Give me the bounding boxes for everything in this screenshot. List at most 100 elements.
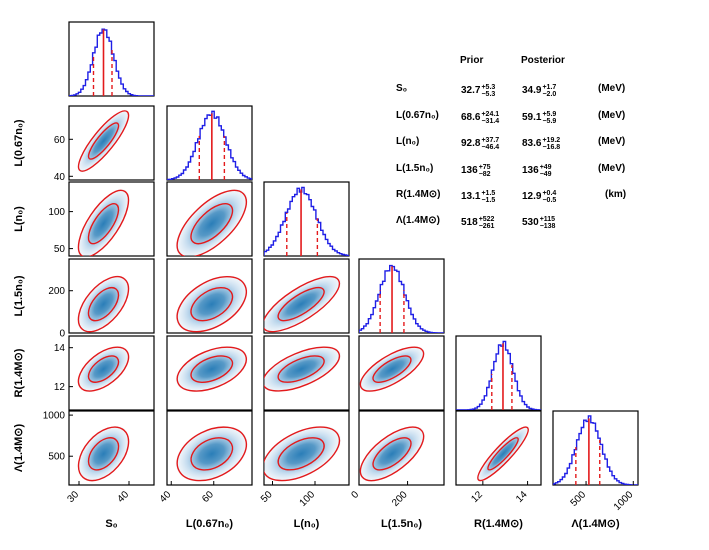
table-prior-value-0: 32.7 +5.3 −5.3	[461, 84, 496, 98]
table-row-label-5: Λ(1.4M⊙)	[396, 215, 440, 226]
contour-95-2-1	[176, 189, 247, 256]
density-5-1	[175, 426, 248, 482]
hist-panel-1	[166, 105, 253, 181]
table-post-value-2: 83.6 +19.2 −16.8	[522, 137, 561, 151]
y-axis-label-1: L(0.67n₀)	[13, 119, 25, 166]
density-5-4	[476, 426, 530, 482]
x-axis-label-4: R(1.4M⊙)	[474, 518, 523, 530]
table-prior-value-4: 13.1 +1.5 −1.5	[461, 190, 496, 204]
contour-95-4-2	[264, 346, 341, 392]
y-tick-3-1: 200	[48, 286, 65, 297]
table-row-label-4: R(1.4M⊙)	[396, 189, 441, 200]
y-tick-4-1: 14	[54, 343, 66, 354]
x-tick-0-0: 30	[65, 489, 81, 505]
y-tick-1-0: 40	[54, 172, 66, 183]
contour-95-5-1	[176, 426, 248, 482]
contour-68-4-3	[372, 355, 412, 383]
hist-curve-5	[553, 415, 638, 485]
density-3-2	[264, 275, 341, 333]
prior-header: Prior	[460, 55, 484, 66]
y-axis-label-2: L(n₀)	[13, 206, 25, 232]
table-post-value-5: 530 +115 −138	[522, 216, 556, 230]
hist-curve-1	[167, 110, 252, 180]
hist-curve-0	[69, 28, 154, 96]
contour-95-1-0	[77, 110, 130, 172]
contour-68-5-3	[372, 437, 412, 471]
table-unit-0: (MeV)	[598, 83, 626, 94]
table-unit-1: (MeV)	[598, 110, 626, 121]
contour-68-3-1	[190, 286, 234, 322]
contour-68-4-1	[190, 355, 234, 383]
contour-95-3-1	[176, 275, 247, 333]
contour-68-1-0	[87, 122, 120, 160]
table-row-label-1: L(0.67n₀)	[396, 110, 439, 121]
contour-68-5-1	[190, 437, 234, 471]
x-tick-2-1: 100	[298, 489, 318, 509]
table-post-value-3: 136 +49 −49	[522, 164, 552, 178]
table-unit-3: (MeV)	[598, 163, 626, 174]
hist-curve-3	[359, 264, 444, 333]
contour-68-3-0	[87, 286, 120, 322]
contour-95-4-1	[176, 346, 247, 392]
density-2-0	[77, 189, 130, 256]
x-tick-4-1: 14	[514, 489, 530, 505]
contour-68-2-0	[87, 202, 120, 245]
y-axis-label-4: R(1.4M⊙)	[13, 348, 25, 397]
contour-68-5-2	[277, 437, 325, 471]
y-tick-1-1: 60	[54, 135, 66, 146]
table-row-label-2: L(n₀)	[396, 136, 420, 147]
x-tick-0-1: 40	[115, 489, 131, 505]
x-tick-3-0: 0	[349, 489, 361, 501]
contour-95-4-0	[77, 346, 130, 392]
contour-68-5-4	[487, 437, 519, 471]
x-axis-label-2: L(n₀)	[294, 518, 320, 530]
y-tick-2-1: 100	[48, 207, 65, 218]
density-4-3	[359, 346, 425, 392]
table-post-value-4: 12.9 +0.4 −0.5	[522, 190, 557, 204]
density-5-3	[359, 426, 425, 482]
table-post-value-1: 59.1 +5.9 −5.9	[522, 111, 557, 125]
x-axis-label-0: S₀	[105, 518, 117, 530]
density-1-0	[77, 109, 130, 173]
contour-95-5-0	[77, 426, 130, 482]
table-prior-value-2: 92.8 +37.7 −46.4	[461, 137, 500, 151]
posterior-header: Posterior	[521, 55, 565, 66]
table-unit-2: (MeV)	[598, 136, 626, 147]
contour-68-5-0	[87, 437, 120, 471]
y-tick-2-0: 50	[54, 244, 66, 255]
y-tick-3-0: 0	[59, 329, 65, 340]
y-axis-label-3: L(1.5n₀)	[13, 275, 25, 316]
contour-95-4-3	[359, 346, 425, 392]
y-axis-label-5: Λ(1.4M⊙)	[13, 424, 25, 473]
contour-68-4-0	[87, 355, 120, 383]
y-tick-5-0: 500	[48, 452, 65, 463]
x-tick-1-1: 60	[200, 489, 216, 505]
contour-95-3-0	[77, 275, 130, 333]
table-unit-4: (km)	[605, 189, 627, 200]
x-axis-label-5: Λ(1.4M⊙)	[571, 518, 620, 530]
y-tick-4-0: 12	[54, 382, 66, 393]
x-tick-1-0: 40	[158, 489, 174, 505]
contour-95-2-0	[77, 189, 130, 256]
x-tick-4-0: 12	[469, 489, 485, 505]
x-axis-label-1: L(0.67n₀)	[186, 518, 233, 530]
density-2-1	[175, 189, 248, 256]
table-prior-value-1: 68.6 +24.1 −31.4	[461, 111, 500, 125]
x-tick-2-0: 50	[259, 489, 275, 505]
x-tick-5-1: 1000	[612, 489, 636, 513]
y-tick-5-1: 1000	[43, 411, 66, 422]
x-tick-5-0: 500	[569, 489, 589, 509]
contour-95-5-3	[359, 426, 425, 482]
table-post-value-0: 34.9 +1.7 −2.0	[522, 84, 557, 98]
table-prior-value-5: 518 +522 −261	[461, 216, 495, 230]
x-axis-label-3: L(1.5n₀)	[381, 518, 422, 530]
contour-68-3-2	[277, 286, 325, 322]
contour-68-4-2	[277, 355, 325, 383]
table-row-label-3: L(1.5n₀)	[396, 163, 434, 174]
table-row-label-0: S₀	[396, 83, 408, 94]
contour-95-3-2	[264, 275, 341, 333]
contour-95-5-2	[264, 426, 341, 482]
hist-curve-4	[456, 340, 541, 410]
hist-curve-2	[264, 186, 349, 256]
